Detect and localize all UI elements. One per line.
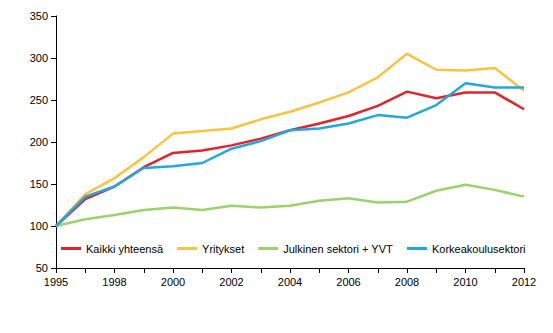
svg-text:2002: 2002: [219, 276, 243, 288]
svg-text:200: 200: [30, 136, 48, 148]
svg-text:Korkeakoulusektori: Korkeakoulusektori: [432, 243, 526, 255]
svg-text:Kaikki yhteensä: Kaikki yhteensä: [86, 243, 164, 255]
svg-text:Yritykset: Yritykset: [202, 243, 244, 255]
svg-text:2006: 2006: [336, 276, 360, 288]
svg-text:2000: 2000: [161, 276, 185, 288]
svg-text:300: 300: [30, 52, 48, 64]
svg-text:350: 350: [30, 10, 48, 22]
svg-text:1998: 1998: [102, 276, 126, 288]
svg-text:150: 150: [30, 178, 48, 190]
svg-text:2010: 2010: [453, 276, 477, 288]
svg-text:2004: 2004: [278, 276, 302, 288]
svg-text:250: 250: [30, 94, 48, 106]
svg-text:2008: 2008: [395, 276, 419, 288]
svg-text:Julkinen sektori + YVT: Julkinen sektori + YVT: [283, 243, 393, 255]
svg-text:50: 50: [36, 262, 48, 274]
svg-text:1995: 1995: [44, 276, 68, 288]
svg-text:100: 100: [30, 220, 48, 232]
svg-text:2012: 2012: [512, 276, 536, 288]
